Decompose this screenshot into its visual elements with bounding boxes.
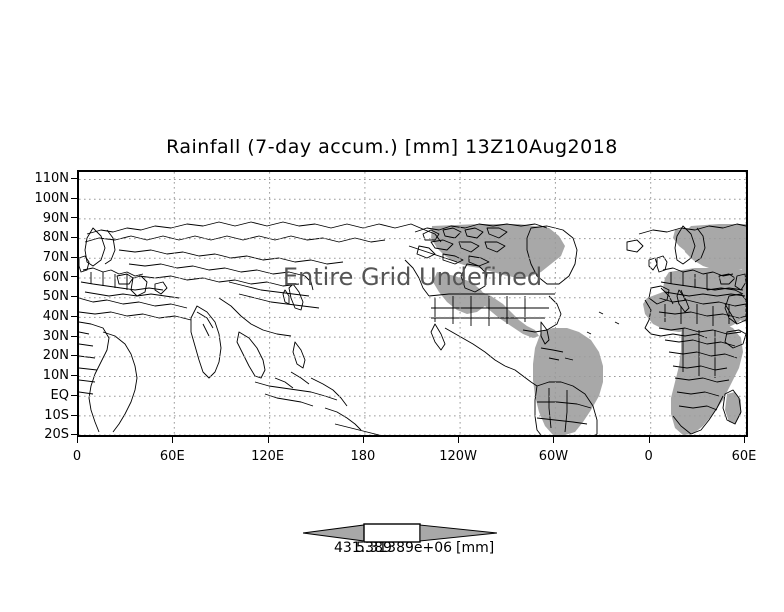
colorbar-units-label: [mm]: [456, 540, 495, 556]
y-tick-label: 20S: [44, 427, 69, 442]
x-tick-mark: [458, 437, 460, 443]
y-tick-mark: [71, 257, 77, 258]
map-plot-area: [77, 170, 748, 437]
coastlines-and-borders: [79, 221, 746, 435]
world-map-graphic: [79, 172, 746, 435]
y-tick-label: 70N: [42, 250, 69, 265]
y-tick-mark: [71, 355, 77, 356]
x-tick-mark: [172, 437, 174, 443]
y-tick-label: 30N: [42, 329, 69, 344]
x-tick-mark: [77, 437, 78, 443]
y-tick-label: 60N: [42, 270, 69, 285]
y-tick-mark: [71, 217, 77, 218]
x-tick-label: 0: [72, 449, 82, 464]
x-tick-label: 60E: [731, 449, 757, 464]
y-tick-label: 20N: [42, 348, 69, 363]
x-tick-label: 120E: [251, 449, 285, 464]
y-tick-label: EQ: [50, 388, 69, 403]
y-tick-label: 40N: [42, 309, 69, 324]
y-tick-mark: [71, 375, 77, 376]
y-tick-mark: [71, 178, 77, 179]
y-tick-mark: [71, 336, 77, 337]
colorbar-right-extend: [419, 524, 498, 542]
y-tick-label: 10S: [44, 408, 69, 423]
y-tick-mark: [71, 198, 77, 199]
x-tick-mark: [744, 437, 745, 443]
y-tick-mark: [71, 296, 77, 297]
x-tick-mark: [362, 437, 364, 443]
colorbar: [302, 522, 498, 544]
x-tick-mark: [267, 437, 269, 443]
y-tick-label: 50N: [42, 289, 69, 304]
gridlines: [79, 172, 746, 435]
y-tick-mark: [71, 434, 77, 435]
y-tick-mark: [71, 395, 77, 396]
x-tick-mark: [553, 437, 555, 443]
colorbar-labels: 431.389 5.31389e+06 [mm]: [240, 540, 560, 558]
y-axis: 110N 100N 90N 80N 70N 60N 50N 40N 30N 20…: [0, 0, 77, 612]
y-tick-mark: [71, 415, 77, 416]
y-tick-mark: [71, 276, 77, 277]
x-tick-mark: [648, 437, 650, 443]
y-tick-mark: [71, 237, 77, 238]
colorbar-graphic: [302, 523, 498, 543]
x-tick-label: 0: [644, 449, 653, 464]
y-tick-label: 80N: [42, 230, 69, 245]
x-tick-label: 120W: [439, 449, 477, 464]
colorbar-max-label: 5.31389e+06: [356, 540, 453, 556]
y-tick-mark: [71, 316, 77, 317]
x-tick-label: 180: [350, 449, 376, 464]
y-tick-label: 90N: [42, 211, 69, 226]
y-tick-label: 110N: [34, 171, 69, 186]
y-tick-label: 100N: [34, 191, 69, 206]
x-tick-label: 60E: [159, 449, 185, 464]
gray-land-shapes: [431, 224, 746, 435]
page-title: Rainfall (7-day accum.) [mm] 13Z10Aug201…: [166, 136, 618, 158]
y-tick-label: 10N: [42, 368, 69, 383]
colorbar-min-label: 431.389: [334, 540, 392, 556]
x-tick-label: 60W: [538, 449, 569, 464]
colorbar-left-extend: [302, 524, 365, 542]
